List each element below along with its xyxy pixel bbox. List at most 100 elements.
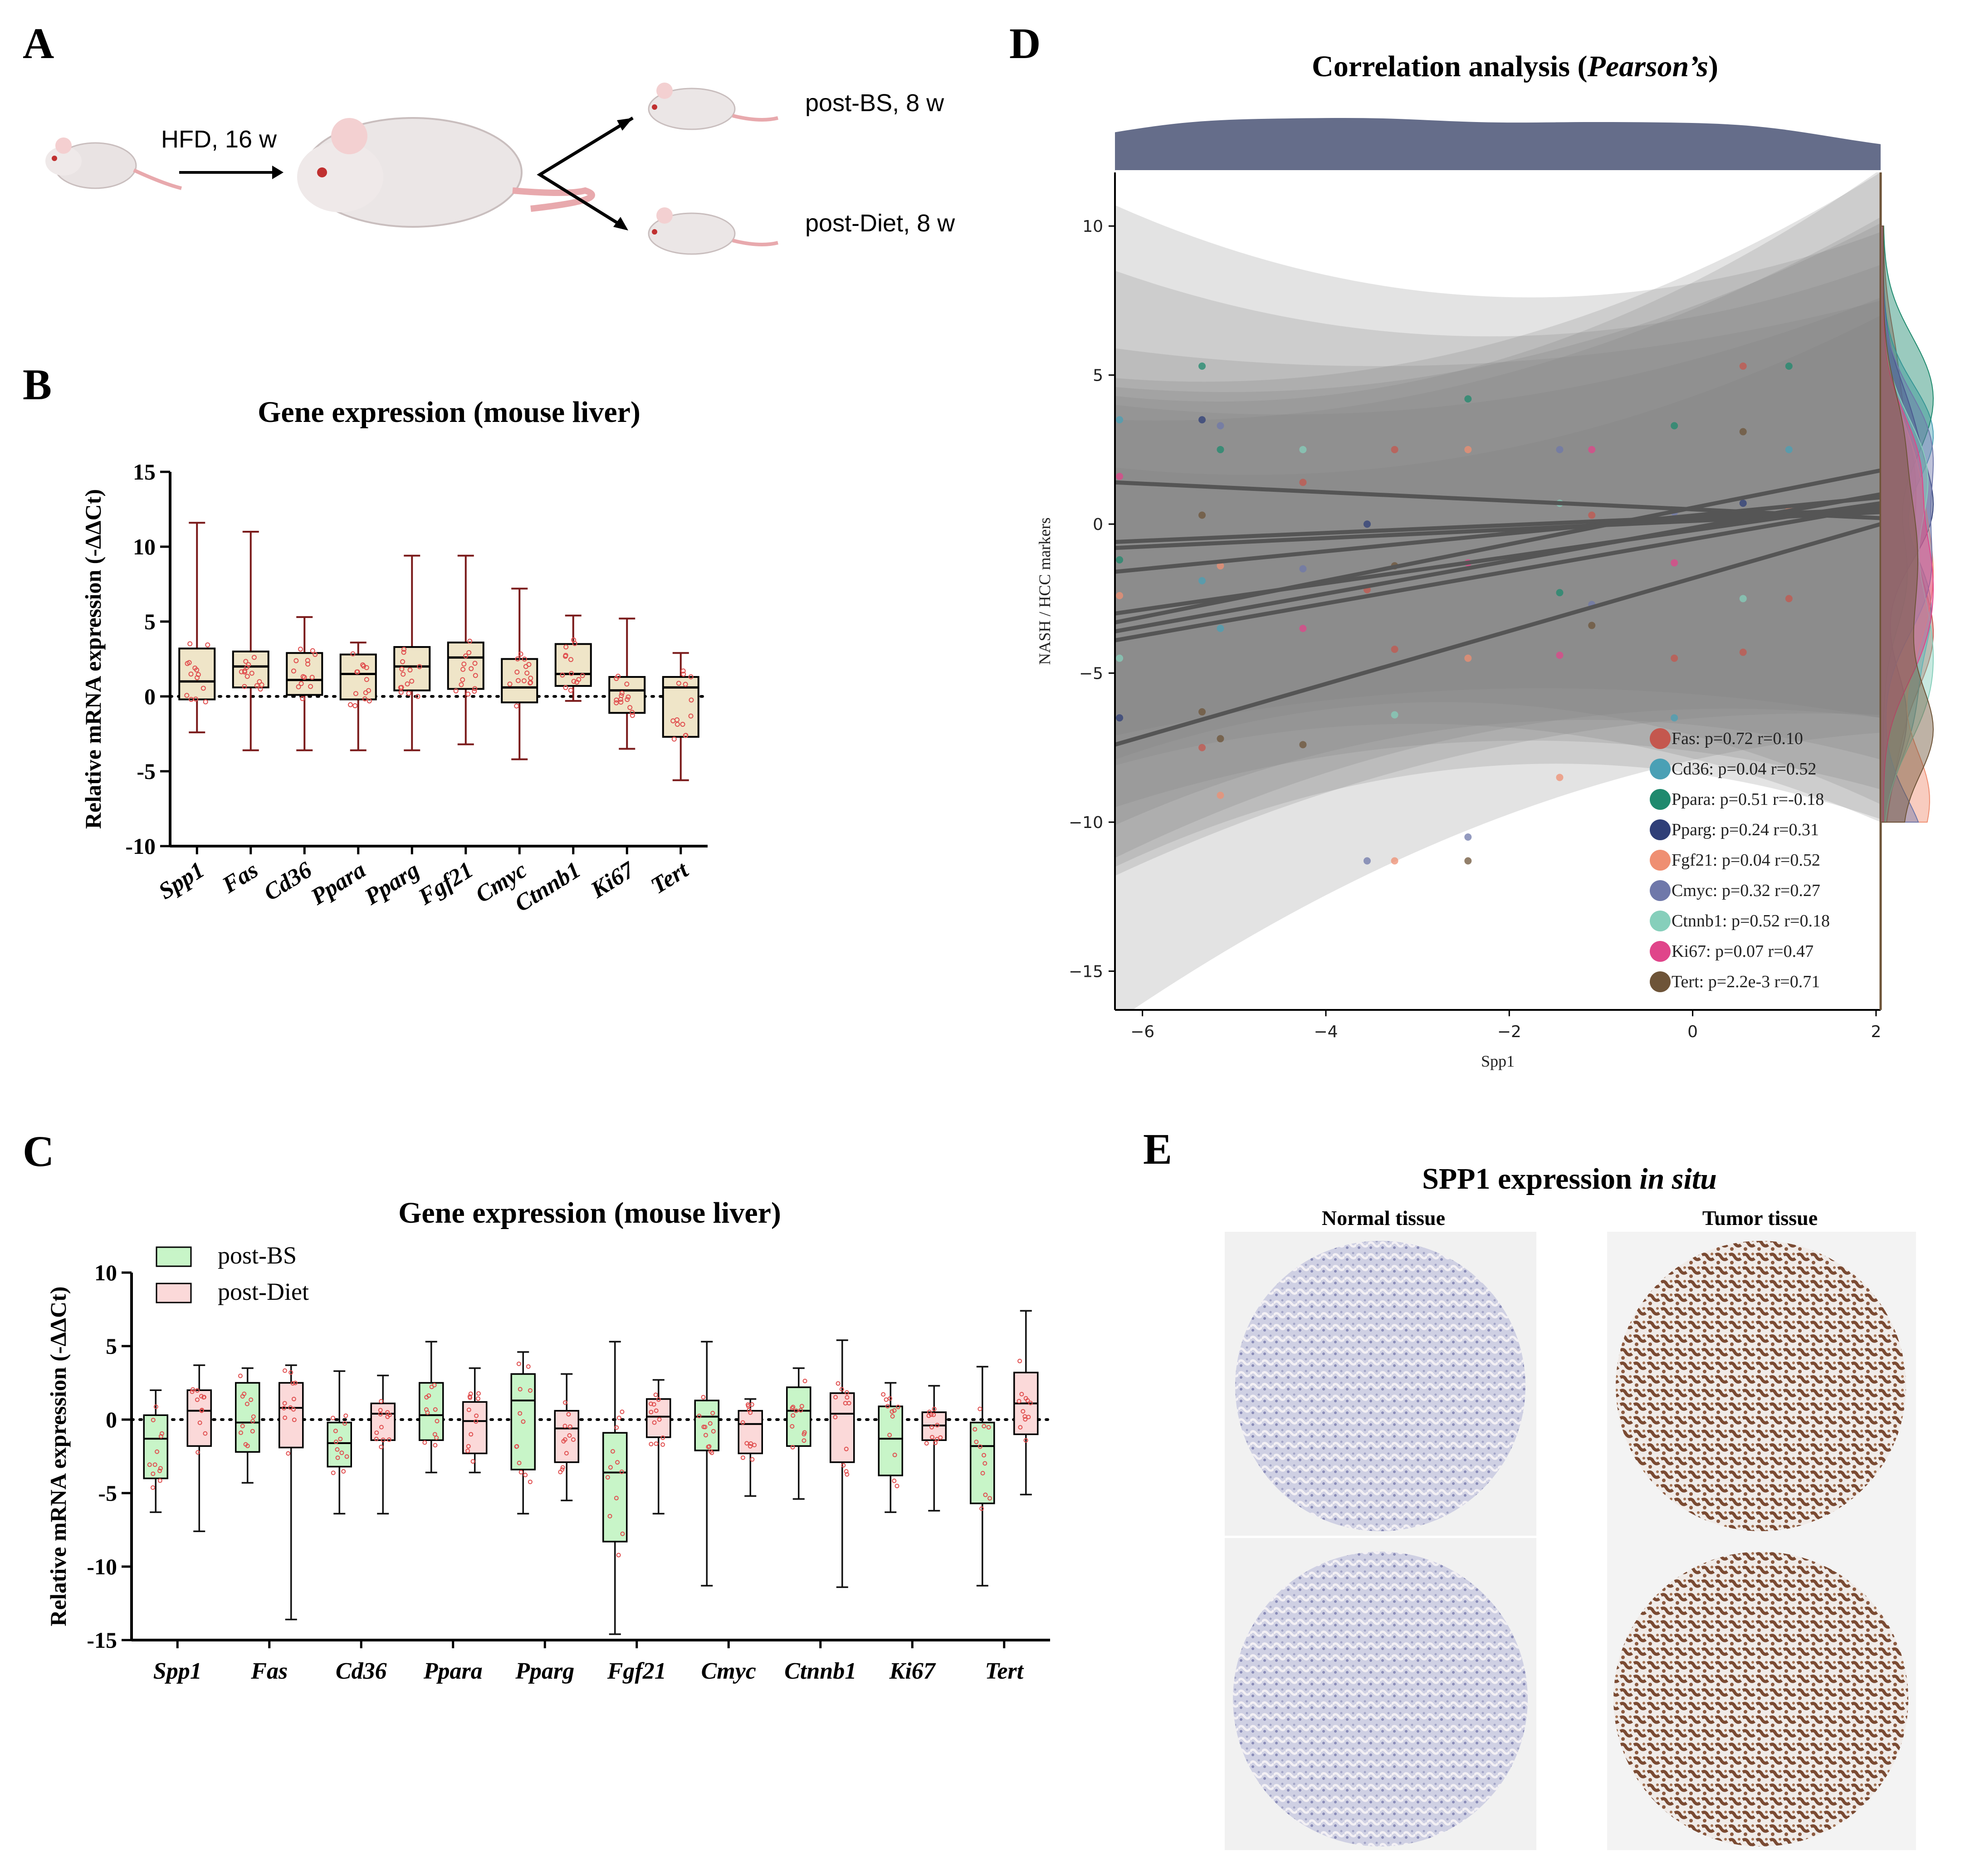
b-point bbox=[401, 671, 406, 677]
c-point bbox=[293, 1381, 298, 1386]
c-point bbox=[343, 1413, 348, 1418]
c-cat-label: Tert bbox=[985, 1658, 1024, 1684]
c-point bbox=[342, 1421, 347, 1426]
c-point bbox=[752, 1443, 757, 1448]
d-regline-pparg bbox=[1115, 495, 1881, 574]
c-point bbox=[240, 1394, 245, 1399]
b-point bbox=[362, 696, 367, 701]
b-point bbox=[676, 681, 681, 686]
b-point bbox=[196, 672, 201, 677]
c-box-cd36-1 bbox=[370, 1402, 396, 1441]
d-point-fgf21 bbox=[1391, 857, 1398, 865]
b-point bbox=[472, 689, 477, 694]
b-point bbox=[300, 696, 305, 701]
c-point bbox=[381, 1437, 386, 1442]
c-point bbox=[620, 1409, 625, 1414]
b-point bbox=[563, 644, 569, 650]
c-point bbox=[435, 1419, 440, 1424]
c-point bbox=[250, 1419, 255, 1424]
c-point bbox=[150, 1485, 155, 1490]
b-point bbox=[473, 673, 478, 678]
b-point bbox=[576, 677, 582, 682]
tissue-tumor-top bbox=[1607, 1232, 1916, 1540]
b-point bbox=[461, 661, 467, 667]
d-point-fas bbox=[1391, 646, 1398, 653]
b-point bbox=[257, 679, 262, 685]
b-point bbox=[406, 691, 411, 696]
d-point-tert bbox=[1198, 708, 1206, 716]
d-point-fgf21 bbox=[1217, 792, 1224, 799]
d-regline-tert bbox=[1115, 522, 1881, 747]
d-point-ki67 bbox=[1116, 473, 1124, 480]
c-point bbox=[610, 1449, 615, 1454]
b-box-spp1 bbox=[178, 647, 216, 700]
c-point bbox=[474, 1413, 479, 1418]
c-point bbox=[338, 1436, 343, 1441]
c-point bbox=[887, 1433, 892, 1438]
c-point bbox=[240, 1424, 245, 1429]
d-legend-marker-ppara bbox=[1650, 789, 1671, 810]
c-point bbox=[1018, 1425, 1023, 1430]
c-point bbox=[250, 1429, 255, 1434]
c-point bbox=[833, 1415, 838, 1420]
d-point-cd36 bbox=[1785, 446, 1793, 453]
tissue-normal-bottom bbox=[1225, 1538, 1536, 1850]
b-point bbox=[291, 668, 296, 674]
c-point bbox=[562, 1424, 567, 1429]
d-regline-ppara bbox=[1115, 480, 1881, 520]
c-point bbox=[1023, 1396, 1028, 1401]
c-point bbox=[523, 1473, 528, 1478]
d-point-pparg bbox=[1198, 416, 1206, 424]
c-point bbox=[708, 1421, 713, 1426]
b-point bbox=[472, 661, 478, 666]
d-point-ki67 bbox=[1299, 625, 1307, 632]
b-point bbox=[580, 673, 585, 678]
b-point bbox=[514, 703, 519, 709]
c-point bbox=[614, 1496, 619, 1501]
c-point bbox=[895, 1484, 899, 1489]
c-point bbox=[378, 1412, 383, 1417]
d-legend-marker-pparg bbox=[1650, 819, 1671, 840]
b-point bbox=[515, 678, 521, 683]
c-point bbox=[283, 1416, 288, 1420]
c-point bbox=[935, 1423, 940, 1428]
c-point bbox=[654, 1408, 659, 1413]
d-point-ppara bbox=[1785, 362, 1793, 370]
c-ytick-label: 0 bbox=[106, 1407, 117, 1432]
d-point-tert bbox=[1464, 857, 1472, 865]
c-point bbox=[197, 1420, 202, 1425]
c-point bbox=[152, 1462, 157, 1467]
c-point bbox=[836, 1381, 841, 1386]
b-cat-label: Spp1 bbox=[154, 857, 209, 905]
c-point bbox=[516, 1362, 521, 1367]
c-point bbox=[982, 1424, 987, 1429]
c-point bbox=[1017, 1358, 1022, 1363]
b-cat-label: Cd36 bbox=[259, 857, 317, 906]
d-point-fas bbox=[1588, 511, 1596, 519]
c-box-tert-0 bbox=[970, 1421, 995, 1504]
c-point bbox=[929, 1412, 934, 1417]
c-point bbox=[884, 1397, 889, 1402]
d-legend-label: Cd36: p=0.04 r=0.52 bbox=[1672, 759, 1816, 779]
c-box-fgf21-0 bbox=[602, 1432, 628, 1543]
d-point-ppara bbox=[1556, 589, 1564, 597]
c-cat-label: Cd36 bbox=[336, 1658, 387, 1684]
c-point bbox=[790, 1424, 795, 1429]
b-point bbox=[360, 662, 366, 667]
d-right-density-fas bbox=[1880, 225, 1934, 823]
c-point bbox=[199, 1394, 204, 1399]
c-point bbox=[518, 1386, 523, 1391]
d-legend-label: Fgf21: p=0.04 r=0.52 bbox=[1672, 851, 1820, 870]
b-ytick-label: 0 bbox=[144, 684, 156, 709]
d-point-cd36 bbox=[1198, 577, 1206, 585]
b-ylabel: Relative mRNA expression (-ΔΔCt) bbox=[80, 489, 106, 829]
d-point-cmyc bbox=[1299, 565, 1307, 573]
c-cat-label: Ctnnb1 bbox=[784, 1658, 856, 1684]
c-point bbox=[374, 1436, 379, 1441]
c-point bbox=[748, 1444, 753, 1449]
b-cat-label: Pparg bbox=[360, 857, 424, 911]
b-box-cd36 bbox=[286, 652, 323, 696]
c-point bbox=[517, 1460, 522, 1465]
d-point-cmyc bbox=[1217, 422, 1224, 430]
c-point bbox=[740, 1455, 745, 1460]
